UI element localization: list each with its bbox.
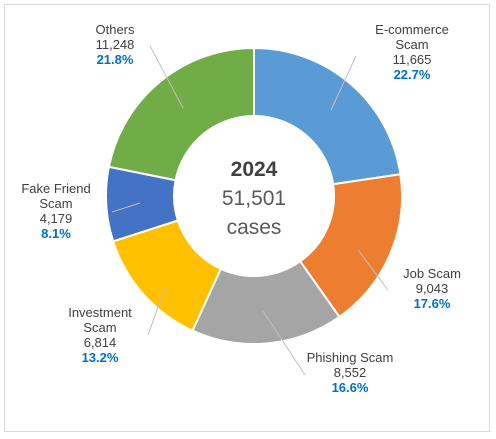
slice-labels: E-commerce Scam 11,665 22.7%Job Scam 9,043 17… [21,22,461,395]
label-text: Scam [83,320,116,335]
leader-line [262,310,306,376]
leader-line [330,55,357,111]
label-text: Scam [39,196,72,211]
donut-slices [105,46,403,345]
leader-line [149,45,184,109]
label-text: 8,552 [334,365,367,380]
label-text: Fake Friend [21,181,90,196]
percent-label: 13.2% [82,350,119,365]
percent-label: 21.8% [97,52,134,67]
label-text: 11,248 [96,37,135,52]
leader-line [147,287,166,336]
label-text: 11,665 [393,52,432,67]
label-text: Job Scam [403,266,461,281]
slice-others [107,46,255,182]
center-total: 51,501 [222,187,286,210]
label-text: 4,179 [40,211,73,226]
data-label: Fake Friend Scam 4,179 8.1% [21,181,90,241]
data-label: Job Scam 9,043 17.6% [403,266,461,311]
label-text: Scam [395,37,428,52]
chart-frame [4,4,490,432]
data-label: Investment Scam 6,814 13.2% [68,305,132,365]
label-text: Others [95,22,135,37]
data-label: E-commerce Scam 11,665 22.7% [375,22,449,82]
percent-label: 22.7% [394,67,431,82]
leader-line [111,202,141,213]
label-text: 6,814 [84,335,117,350]
percent-label: 16.6% [332,380,369,395]
percent-label: 8.1% [41,226,71,241]
label-text: Investment [68,305,132,320]
label-text: 9,043 [416,281,449,296]
slice-job-scam [298,173,403,319]
slice-e-commerce-scam [253,46,402,186]
center-year: 2024 [231,158,278,181]
data-label: Others 11,248 21.8% [95,22,135,67]
label-text: E-commerce [375,22,449,37]
leader-line [357,249,389,291]
percent-label: 17.6% [414,296,451,311]
label-text: Phishing Scam [307,350,394,365]
data-label: Phishing Scam 8,552 16.6% [307,350,394,395]
center-unit: cases [227,216,282,239]
leader-lines [111,45,389,376]
